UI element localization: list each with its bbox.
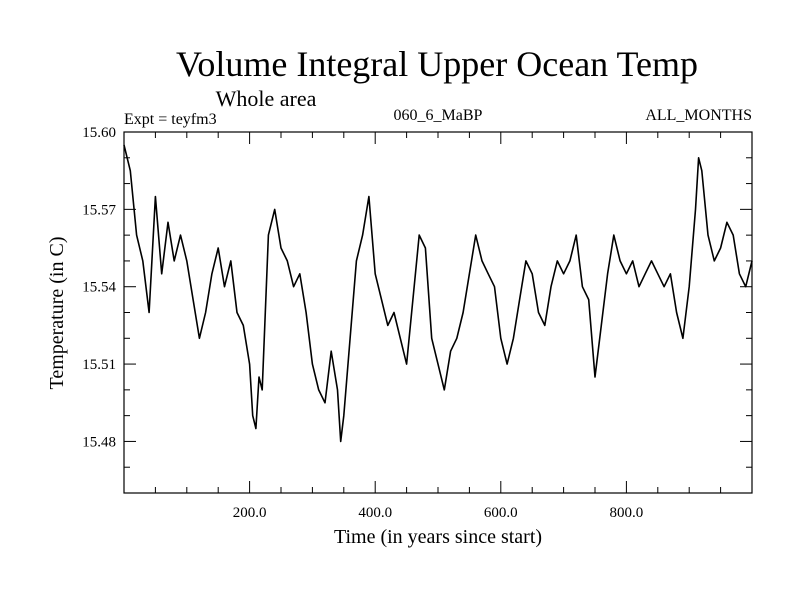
y-tick-label: 15.51 — [82, 357, 116, 373]
y-tick-label: 15.57 — [82, 202, 116, 218]
x-axis-ticks: 200.0 400.0 600.0 800.0 — [154, 132, 722, 521]
y-tick-label: 15.54 — [82, 280, 116, 296]
x-tick-label: 200.0 — [233, 505, 267, 521]
chart-subtitle: Whole area — [216, 86, 317, 111]
y-tick-label: 15.48 — [82, 434, 116, 450]
y-axis-label: Temperature (in C) — [46, 237, 68, 390]
run-label: 060_6_MaBP — [394, 107, 483, 124]
expt-label: Expt = teyfm3 — [124, 111, 217, 128]
temperature-series-line — [123, 144, 753, 443]
x-tick-label: 800.0 — [610, 505, 644, 521]
y-tick-label: 15.60 — [82, 125, 116, 141]
x-tick-label: 600.0 — [484, 505, 518, 521]
chart-title: Volume Integral Upper Ocean Temp — [176, 44, 698, 84]
months-label: ALL_MONTHS — [645, 107, 752, 124]
x-tick-label: 400.0 — [358, 505, 392, 521]
y-axis-ticks: 15.48 15.51 15.54 15.57 15.60 — [82, 125, 752, 468]
x-axis-label: Time (in years since start) — [334, 526, 542, 548]
plot-frame — [123, 131, 753, 494]
